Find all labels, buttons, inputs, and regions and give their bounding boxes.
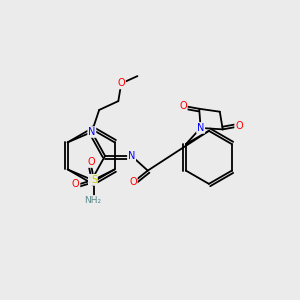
Text: O: O bbox=[72, 179, 80, 189]
Text: N: N bbox=[197, 123, 204, 133]
Text: S: S bbox=[91, 175, 97, 185]
Text: N: N bbox=[128, 151, 135, 161]
Text: O: O bbox=[179, 101, 187, 111]
Text: NH₂: NH₂ bbox=[84, 196, 101, 205]
Text: O: O bbox=[235, 122, 243, 131]
Text: S: S bbox=[89, 175, 95, 185]
Text: N: N bbox=[88, 127, 95, 137]
Text: O: O bbox=[129, 177, 137, 188]
Text: O: O bbox=[88, 157, 95, 167]
Text: O: O bbox=[117, 79, 125, 88]
